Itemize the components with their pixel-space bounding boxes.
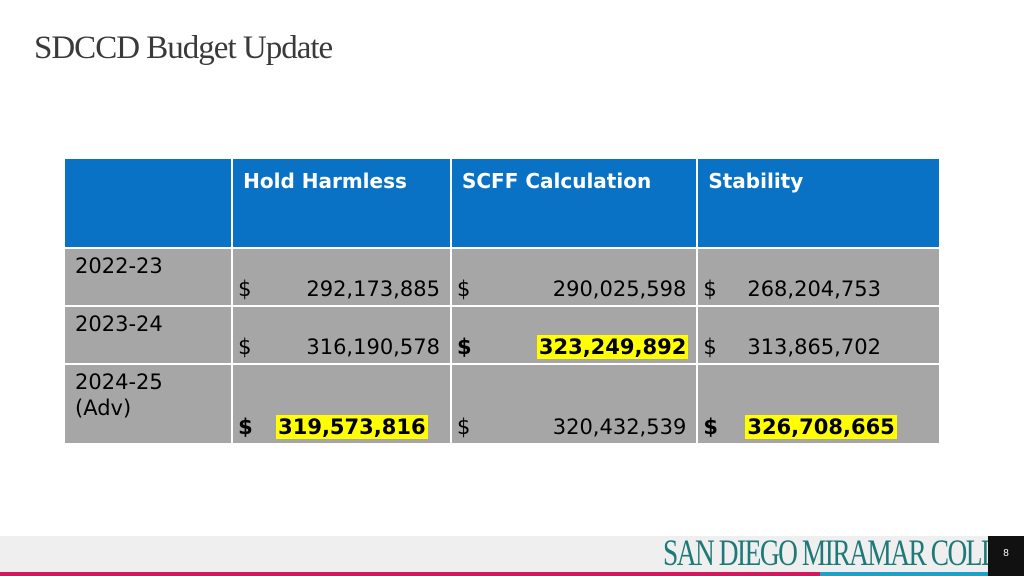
year-cell: 2022-23 bbox=[62, 247, 234, 307]
stability-cell: $326,708,665 bbox=[696, 363, 941, 445]
stability-cell: $268,204,753 bbox=[696, 247, 941, 307]
year-label: 2024-25 bbox=[75, 370, 163, 394]
amount-value-highlighted: 326,708,665 bbox=[745, 415, 897, 439]
dollar-sign: $ bbox=[456, 335, 472, 359]
hold-harmless-cell: $292,173,885 bbox=[231, 247, 452, 307]
scff-calculation-cell: $290,025,598 bbox=[449, 247, 699, 307]
hold-harmless-cell: $316,190,578 bbox=[231, 305, 452, 365]
dollar-sign: $ bbox=[703, 415, 718, 439]
college-logo: SAN DIEGO MIRAMAR COLLEGE bbox=[663, 533, 1024, 574]
amount-value: 268,204,753 bbox=[747, 277, 881, 301]
scff-calculation-cell: $320,432,539 bbox=[449, 363, 699, 445]
header-hold-harmless: Hold Harmless bbox=[231, 157, 452, 249]
amount-value: 292,173,885 bbox=[306, 277, 440, 301]
footer-bar bbox=[0, 536, 988, 572]
hold-harmless-cell: $319,573,816 bbox=[231, 363, 452, 445]
year-label: 2023-24 bbox=[75, 312, 163, 336]
dollar-sign: $ bbox=[238, 335, 252, 359]
page-number: 8 bbox=[1003, 548, 1009, 559]
dollar-sign: $ bbox=[456, 277, 471, 301]
footer-accent-pink bbox=[0, 572, 820, 576]
amount-value: 316,190,578 bbox=[306, 335, 440, 359]
year-label-note: (Adv) bbox=[75, 396, 132, 420]
amount-value-highlighted: 319,573,816 bbox=[276, 415, 428, 439]
amount-value-highlighted: 323,249,892 bbox=[536, 335, 689, 359]
table-row: 2023-24 $316,190,578 $323,249,892 $313,8… bbox=[62, 305, 941, 365]
slide-title: SDCCD Budget Update bbox=[34, 30, 333, 66]
page-number-box: 8 bbox=[988, 536, 1024, 576]
amount-value: 290,025,598 bbox=[552, 277, 687, 301]
amount-value: 320,432,539 bbox=[552, 415, 687, 439]
stability-cell: $313,865,702 bbox=[696, 305, 941, 365]
year-cell: 2024-25 (Adv) bbox=[62, 363, 234, 445]
dollar-sign: $ bbox=[238, 415, 253, 439]
dollar-sign: $ bbox=[238, 277, 252, 301]
header-stability: Stability bbox=[696, 157, 941, 249]
year-cell: 2023-24 bbox=[62, 305, 234, 365]
amount-value: 313,865,702 bbox=[747, 335, 881, 359]
scff-calculation-cell: $323,249,892 bbox=[449, 305, 699, 365]
header-scff-calculation: SCFF Calculation bbox=[449, 157, 699, 249]
year-label: 2022-23 bbox=[75, 254, 163, 278]
dollar-sign: $ bbox=[703, 335, 717, 359]
footer-accent-blue bbox=[820, 572, 988, 576]
budget-table: Hold Harmless SCFF Calculation Stability… bbox=[62, 157, 941, 445]
header-blank bbox=[62, 157, 234, 249]
dollar-sign: $ bbox=[703, 277, 717, 301]
table-row: 2022-23 $292,173,885 $290,025,598 $268,2… bbox=[62, 247, 941, 307]
table-row: 2024-25 (Adv) $319,573,816 $320,432,539 … bbox=[62, 363, 941, 445]
dollar-sign: $ bbox=[456, 415, 471, 439]
table-header-row: Hold Harmless SCFF Calculation Stability bbox=[62, 157, 941, 249]
